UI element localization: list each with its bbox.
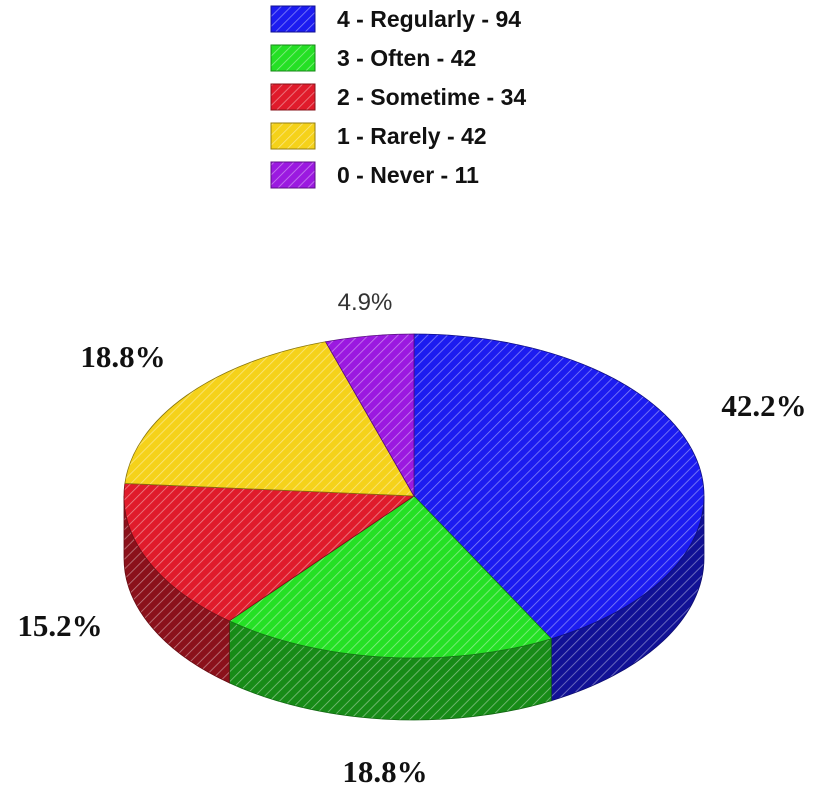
percent-label: 4.9% bbox=[338, 289, 393, 316]
pie-slice bbox=[123, 483, 416, 622]
percent-label: 18.8% bbox=[80, 339, 165, 374]
percent-label: 15.2% bbox=[17, 608, 102, 643]
pie-slice bbox=[228, 495, 553, 659]
legend-entry: 0 - Never - 11 bbox=[337, 162, 479, 188]
legend-swatch bbox=[270, 5, 316, 33]
pie-slice bbox=[324, 333, 415, 498]
pie-slice bbox=[124, 341, 415, 497]
legend-entry: 1 - Rarely - 42 bbox=[337, 123, 487, 149]
pie-slice bbox=[413, 333, 705, 640]
pie-top-faces bbox=[123, 333, 705, 659]
legend-entry: 3 - Often - 42 bbox=[337, 45, 476, 71]
legend-swatch bbox=[270, 122, 316, 150]
percent-label: 18.8% bbox=[342, 754, 427, 789]
legend-entry: 2 - Sometime - 34 bbox=[337, 84, 526, 110]
percent-labels: 42.2% 18.8% 15.2% 18.8% 4.9% bbox=[17, 289, 806, 789]
percent-label: 42.2% bbox=[721, 388, 806, 423]
legend-entry: 4 - Regularly - 94 bbox=[337, 6, 521, 32]
legend-swatch bbox=[270, 44, 316, 72]
legend-swatch bbox=[270, 161, 316, 189]
legend-swatch bbox=[270, 83, 316, 111]
legend: 4 - Regularly - 94 3 - Often - 42 2 - Some… bbox=[270, 5, 526, 189]
